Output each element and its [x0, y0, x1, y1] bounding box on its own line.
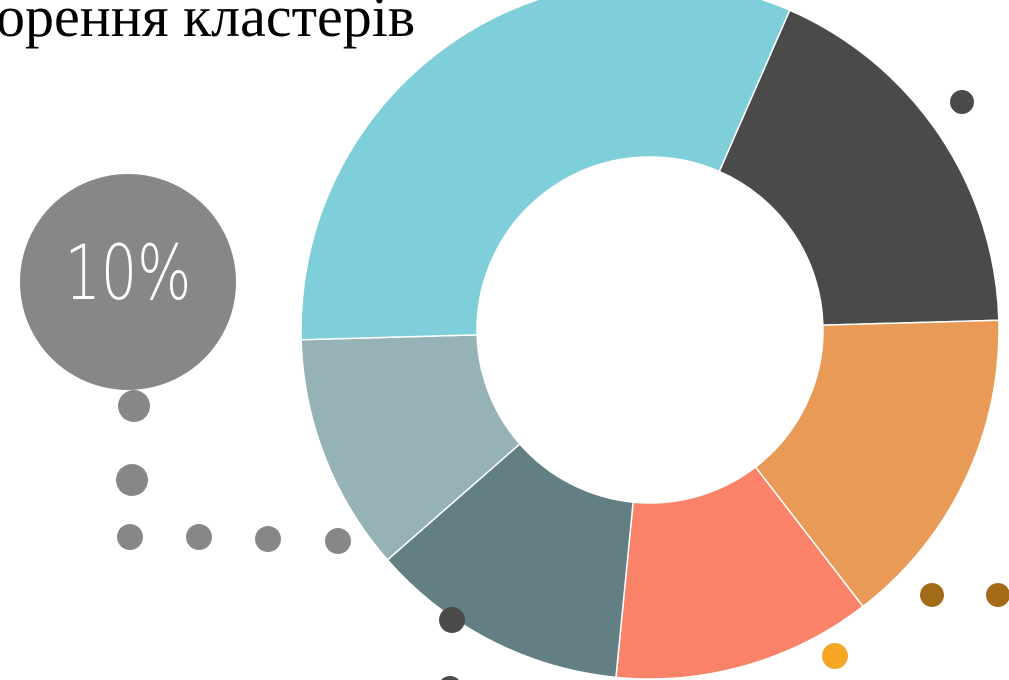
donut-slice: [754, 319, 1000, 608]
donut-slice: [615, 466, 864, 680]
donut-slice: [386, 442, 634, 679]
slide-title: орення кластерів: [0, 0, 415, 49]
donut-chart: [300, 0, 1000, 680]
donut-slice: [718, 9, 1000, 326]
donut-slice: [300, 0, 791, 341]
badge-circle: [20, 174, 236, 390]
connector-dots: [116, 390, 351, 554]
brown-dots: [920, 583, 1009, 607]
orange-dot: [822, 643, 848, 669]
badge-text: 10%: [65, 229, 192, 317]
donut-slice: [300, 334, 521, 561]
dark-dots: [439, 90, 974, 680]
